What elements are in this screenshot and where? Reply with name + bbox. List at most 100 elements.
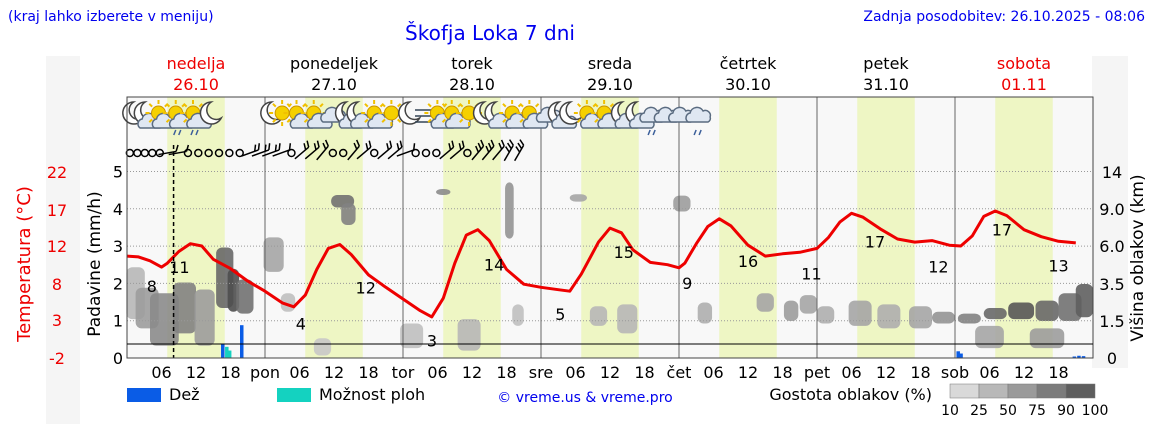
- wind-feather: [353, 142, 358, 150]
- wind-feather: [268, 143, 271, 151]
- cloud-patch: [983, 308, 1007, 320]
- wind-feather: [451, 140, 455, 148]
- sun-ray: [441, 118, 447, 123]
- moon-icon: [398, 101, 422, 125]
- cloud-patch: [194, 289, 215, 346]
- daylight-band: [719, 97, 777, 358]
- wind-calm-icon: [463, 148, 472, 158]
- cloud-height-tick-label: 0: [1107, 349, 1117, 368]
- cloud-shape: [685, 106, 712, 123]
- cloud-patch: [173, 282, 196, 334]
- cloud-patch: [756, 293, 774, 312]
- x-tick-label: 18: [1048, 363, 1068, 382]
- day-name: petek: [863, 54, 909, 73]
- wind-barb-icon: [377, 140, 393, 160]
- moon-shape: [260, 101, 284, 125]
- wind-feather: [264, 144, 267, 152]
- rain-drop: [195, 129, 199, 136]
- cloud-patch: [957, 313, 981, 324]
- wind-feather: [306, 140, 310, 148]
- x-tick-label: pet: [804, 363, 830, 382]
- wind-feather: [389, 140, 393, 148]
- day-date: 28.10: [449, 75, 495, 94]
- sun-ray: [535, 103, 540, 108]
- wind-feather: [396, 143, 400, 150]
- sun-ray: [576, 118, 582, 123]
- precip-bar: [1081, 356, 1086, 358]
- sun-ray: [364, 118, 369, 123]
- x-tick-label: 06: [703, 363, 723, 382]
- cloud-height-axis-label: Višina oblakov (km): [1128, 174, 1148, 341]
- cloud-patch: [673, 195, 691, 212]
- wind-feather: [365, 143, 369, 150]
- cloud-density-swatch: [978, 383, 1009, 399]
- day-date: 29.10: [587, 75, 633, 94]
- right-panel: [1092, 56, 1128, 368]
- x-tick-label: 06: [289, 363, 309, 382]
- precip-bar: [1072, 356, 1077, 358]
- temperature-label: 17: [992, 221, 1012, 240]
- cloud-density-tick: 75: [1028, 403, 1046, 419]
- sun-icon: [456, 100, 482, 126]
- temperature-label: 9: [682, 274, 692, 293]
- wind-feather: [475, 145, 480, 153]
- cloud-patch: [909, 306, 932, 329]
- x-tick-label: 12: [324, 363, 344, 382]
- wind-feather: [386, 143, 390, 150]
- wind-barb-icon: [251, 143, 271, 157]
- sun-ray: [609, 103, 615, 108]
- wind-calm-icon: [328, 148, 338, 158]
- wind-feather: [322, 142, 327, 150]
- sun-ray: [502, 103, 507, 108]
- wind-feather: [477, 142, 482, 150]
- x-tick-label: 18: [772, 363, 792, 382]
- x-tick-label: 06: [841, 363, 861, 382]
- precip-tick-label: 5: [113, 163, 123, 182]
- wind-feather: [480, 139, 485, 147]
- wind-shaft: [304, 146, 320, 160]
- wind-feather: [490, 139, 495, 147]
- sun-ray: [576, 103, 582, 108]
- sun-icon: [378, 100, 405, 126]
- cloud-patch: [505, 182, 514, 239]
- x-tick-label: 06: [979, 363, 999, 382]
- precip-bar: [227, 350, 232, 358]
- temperature-label: 8: [147, 277, 157, 296]
- showers-legend-swatch: [277, 388, 311, 402]
- cloud-patch: [457, 319, 481, 351]
- wind-feather: [274, 144, 277, 152]
- x-tick-label: 06: [427, 363, 447, 382]
- precip-bar: [221, 343, 225, 358]
- wind-barb-icon: [262, 143, 281, 157]
- wind-shaft: [262, 149, 280, 157]
- region-hint[interactable]: (kraj lahko izberete v meniju): [8, 9, 214, 25]
- cloud-density-tick: 50: [999, 403, 1017, 419]
- sun-ray: [459, 118, 464, 123]
- wind-feather: [461, 140, 465, 148]
- temperature-label: 14: [484, 256, 504, 275]
- wind-shaft: [272, 149, 290, 157]
- wind-shaft: [241, 149, 259, 157]
- wind-barb-icon: [471, 139, 485, 161]
- moon-shape: [199, 101, 224, 125]
- precip-axis-label: Padavine (mm/h): [85, 191, 105, 336]
- wind-feather: [508, 139, 514, 146]
- wind-barb-icon: [503, 139, 514, 162]
- wind-feather: [485, 145, 490, 153]
- sun-ray: [319, 103, 324, 108]
- wind-barb-icon: [356, 140, 372, 160]
- wind-barb-icon: [294, 140, 310, 160]
- temperature-label: 11: [801, 265, 821, 284]
- x-tick-label: 12: [600, 363, 620, 382]
- sun-ray: [364, 103, 369, 108]
- sun-ray: [183, 118, 188, 123]
- wind-feather: [175, 144, 179, 152]
- x-tick-label: 18: [634, 363, 654, 382]
- cloud-patch: [1075, 284, 1093, 318]
- sun-ray: [427, 118, 432, 123]
- rain-drop: [647, 129, 651, 136]
- moon-icon: [260, 101, 284, 125]
- wind-barb-icon: [481, 139, 495, 161]
- cloud-patch: [817, 306, 835, 324]
- temperature-label: 12: [356, 279, 376, 298]
